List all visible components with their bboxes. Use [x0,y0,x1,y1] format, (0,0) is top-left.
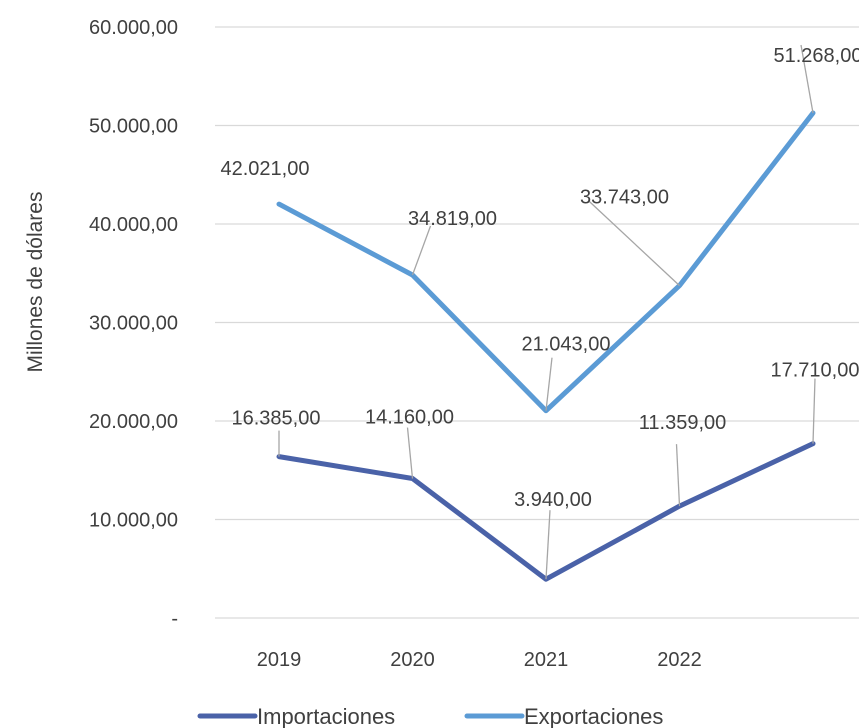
y-tick-label: 30.000,00 [89,313,178,335]
data-label: 34.819,00 [408,208,497,230]
leader-line [800,44,814,114]
leader-line [675,444,681,507]
data-label: 3.940,00 [514,489,592,511]
y-axis-label: Millones de dólares [24,192,47,373]
y-tick-label: 50.000,00 [89,116,178,138]
leader-line [411,225,432,276]
data-label-leaders [278,44,816,580]
data-label: 42.021,00 [221,158,310,180]
y-axis-tick-labels: - 10.000,00 20.000,00 30.000,00 40.000,00 50.… [89,17,178,630]
y-tick-label: - [171,608,178,630]
data-label: 21.043,00 [522,334,611,356]
leader-line [545,357,553,411]
series-line-exportaciones [276,110,816,414]
series-line-importaciones [276,441,816,582]
y-tick-label: 10.000,00 [89,510,178,532]
x-tick-label: 2019 [257,649,302,671]
legend: Importaciones Exportaciones [197,704,663,728]
leader-line [589,201,680,287]
leader-line [406,427,414,479]
leader-line [812,378,816,444]
y-tick-label: 20.000,00 [89,411,178,433]
legend-label: Importaciones [257,704,395,728]
grid-lines [215,26,859,619]
x-axis-tick-labels: 2019 2020 2021 2022 [257,649,702,671]
data-label: 51.268,00 [774,45,859,67]
y-tick-label: 40.000,00 [89,214,178,236]
x-tick-label: 2021 [524,649,569,671]
x-tick-label: 2022 [657,649,702,671]
data-label: 11.359,00 [639,412,727,434]
data-label: 16.385,00 [232,408,321,430]
data-label: 17.710,00 [771,360,859,382]
x-tick-label: 2020 [390,649,435,671]
y-tick-label: 60.000,00 [89,17,178,39]
data-labels: 16.385,00 14.160,00 3.940,00 11.359,00 17.71… [221,45,859,511]
data-label: 14.160,00 [365,407,454,429]
legend-label: Exportaciones [524,704,663,728]
leader-line [545,510,551,580]
data-label: 33.743,00 [580,187,669,209]
data-point [277,202,281,206]
